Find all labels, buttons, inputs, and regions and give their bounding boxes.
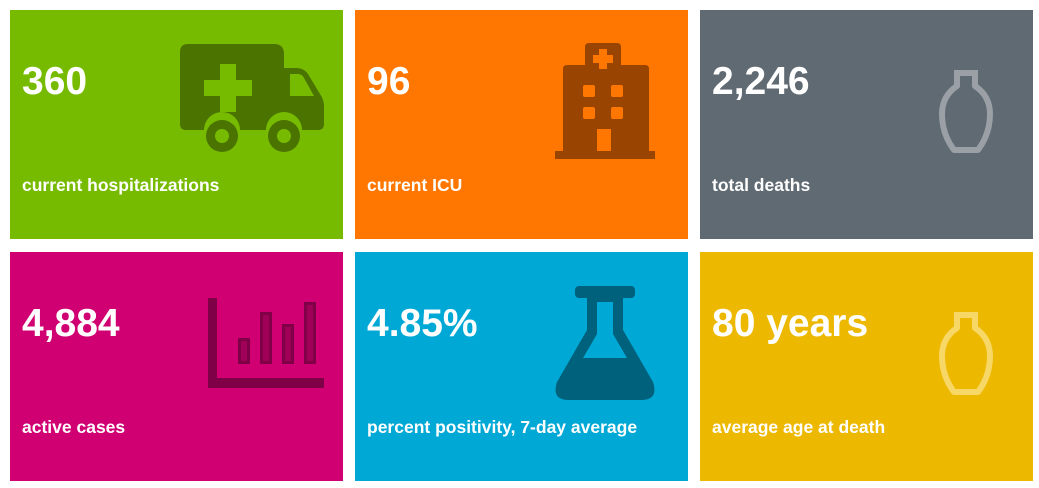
tile-value: 2,246 [712,60,810,103]
tile-label: percent positivity, 7-day average [367,417,638,437]
hospital-icon [555,43,657,161]
tile-label: average age at death [712,417,886,437]
tile-value: 96 [367,60,411,103]
flask-icon [553,286,657,402]
tile-average-age: 80 years average age at death [700,252,1033,481]
urn-icon [936,312,996,396]
tile-hospitalizations: 360 current hospitalizations [10,10,343,239]
tile-icu: 96 current ICU [355,10,688,239]
ambulance-icon [180,44,325,156]
tile-active-cases: 4,884 active cases [10,252,343,481]
tile-label: current ICU [367,175,463,195]
tile-value: 4.85% [367,302,478,345]
tile-label: active cases [22,417,126,437]
tile-value: 80 years [712,302,869,345]
urn-icon [936,70,996,154]
tile-total-deaths: 2,246 total deaths [700,10,1033,239]
tile-value: 4,884 [22,302,120,345]
tile-label: current hospitalizations [22,175,220,195]
tile-value: 360 [22,60,88,103]
bar-chart-icon [208,298,326,388]
tile-percent-positivity: 4.85% percent positivity, 7-day average [355,252,688,481]
tile-label: total deaths [712,175,811,195]
